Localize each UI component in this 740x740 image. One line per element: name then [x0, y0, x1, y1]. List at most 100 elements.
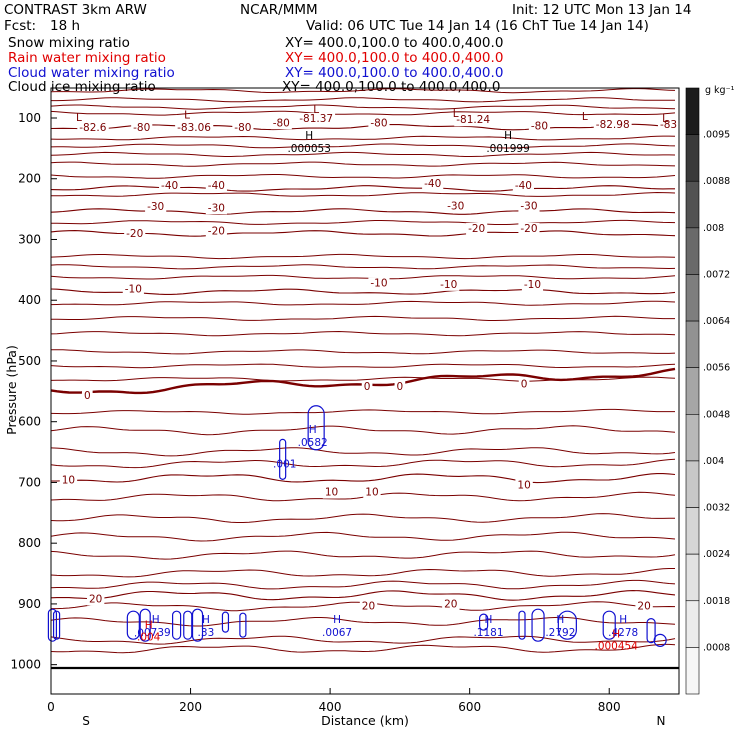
isotherm-line: [50, 174, 676, 179]
label-backing: [368, 117, 390, 130]
high-marker: H: [504, 130, 512, 142]
isotherm-label: 0: [521, 378, 528, 390]
isotherm-label: -10: [524, 279, 541, 291]
label-backing: [466, 222, 488, 235]
isotherm-label: 0: [397, 381, 404, 393]
isotherm-line: [50, 550, 676, 560]
isotherm-label: -80: [370, 117, 387, 129]
cloud-water-contour: [47, 608, 57, 642]
isotherm-label: 0: [364, 381, 371, 393]
cloud-water-max-value: .001: [273, 459, 296, 471]
isotherm-label: -82.6: [79, 122, 106, 134]
isotherm--80: [50, 123, 676, 131]
isotherm-label: -20: [126, 228, 143, 240]
colorbar-bin: [685, 600, 700, 648]
rain-max-value: .004: [137, 631, 161, 643]
isotherm-label: -80: [234, 122, 251, 134]
isotherm-label: -20: [520, 223, 537, 235]
cloud-water-max-value: .0739: [141, 627, 171, 639]
isotherm-line: [50, 425, 676, 436]
cloud-water-max-marker: H: [485, 614, 493, 626]
x-tick-label: 200: [179, 700, 202, 714]
label-backing: [361, 380, 373, 393]
cloud-water-contour: [279, 438, 287, 480]
isotherm-label: -10: [370, 278, 387, 290]
label-backing: [363, 486, 381, 499]
y-tick-label: 400: [18, 293, 41, 307]
isotherm-line: [50, 104, 676, 110]
x-tick-label: 0: [47, 700, 55, 714]
label-backing: [205, 179, 227, 192]
isotherm-label: -10: [440, 279, 457, 291]
colorbar-bin: [685, 227, 700, 275]
label-backing: [657, 119, 680, 132]
label-backing: [518, 222, 540, 235]
x-tick-label: 600: [458, 700, 481, 714]
cloud-water-contour: [307, 405, 325, 451]
isotherm-label: -40: [515, 180, 532, 192]
isotherm-label: -80: [273, 117, 290, 129]
forecast-label: Fcst:: [4, 18, 37, 34]
low-marker: L: [184, 109, 190, 121]
cloud-water-contour: [239, 612, 247, 638]
label-backing: [205, 225, 227, 238]
label-backing: [124, 227, 146, 240]
cloud-water-contour: [653, 633, 667, 647]
low-marker: L: [76, 112, 82, 124]
label-backing: [518, 200, 540, 213]
colorbar-label: .0048: [703, 409, 730, 420]
isotherm-layer: -82.6 -80 -83.06 -80 -80 -81.37 -80 -81.24 -80 -8…: [50, 88, 680, 654]
isotherm-20: [50, 590, 676, 601]
label-backing: [205, 202, 227, 215]
isotherm-label: 10: [365, 487, 378, 499]
isotherm-line: [51, 349, 676, 355]
field-xy-snow: XY= 400.0,100.0 to 400.0,400.0: [285, 35, 504, 51]
label-backing: [593, 119, 632, 132]
isotherm-label: 10: [325, 487, 338, 499]
high-marker-value: .000053: [287, 143, 330, 155]
isotherm-label: 10: [62, 474, 75, 486]
init-time: Init: 12 UTC Mon 13 Jan 14: [512, 2, 692, 18]
isotherm-label: 20: [89, 593, 102, 605]
isotherm-label: -81.37: [299, 113, 333, 125]
cloud-water-max-value: .0067: [322, 627, 352, 639]
cloud-water-max-value: .33: [198, 627, 215, 639]
y-tick-label: 200: [18, 172, 41, 186]
label-backing: [297, 113, 336, 125]
cloud-water-max-marker: H: [619, 614, 627, 626]
label-backing: [515, 479, 533, 492]
cloud-water-contour: [126, 610, 140, 640]
label-backing: [59, 474, 78, 487]
isotherm-10: [51, 473, 676, 484]
y-tick-label: 800: [18, 536, 41, 550]
colorbar-bin: [685, 414, 700, 462]
label-backing: [86, 593, 105, 606]
label-backing: [81, 389, 93, 402]
colorbar-bin: [685, 507, 700, 555]
isotherm-label: -30: [208, 202, 225, 214]
label-backing: [512, 179, 534, 192]
isotherm-label: -81.24: [456, 114, 490, 126]
label-backing: [322, 486, 341, 499]
isotherm-line: [50, 135, 676, 141]
x-end-label-north: N: [657, 714, 666, 728]
label-backing: [528, 120, 551, 133]
colorbar-label: .008: [703, 223, 724, 234]
high-marker-value: .001999: [486, 143, 529, 155]
low-marker: L: [662, 113, 668, 125]
isotherm-line: [50, 447, 676, 457]
x-axis-title: Distance (km): [321, 713, 409, 728]
isotherm-label: -83: [660, 119, 677, 131]
isotherm-label: 20: [444, 598, 457, 610]
colorbar-bin: [685, 87, 700, 135]
cloud-water-contour: [557, 610, 577, 640]
isotherm-label: -80: [133, 122, 150, 134]
y-tick-label: 500: [18, 354, 41, 368]
isotherm-line: [50, 253, 676, 260]
cloud-water-contour: [172, 610, 182, 640]
isotherm-line: [50, 491, 676, 502]
organization-label: NCAR/MMM: [240, 2, 318, 18]
